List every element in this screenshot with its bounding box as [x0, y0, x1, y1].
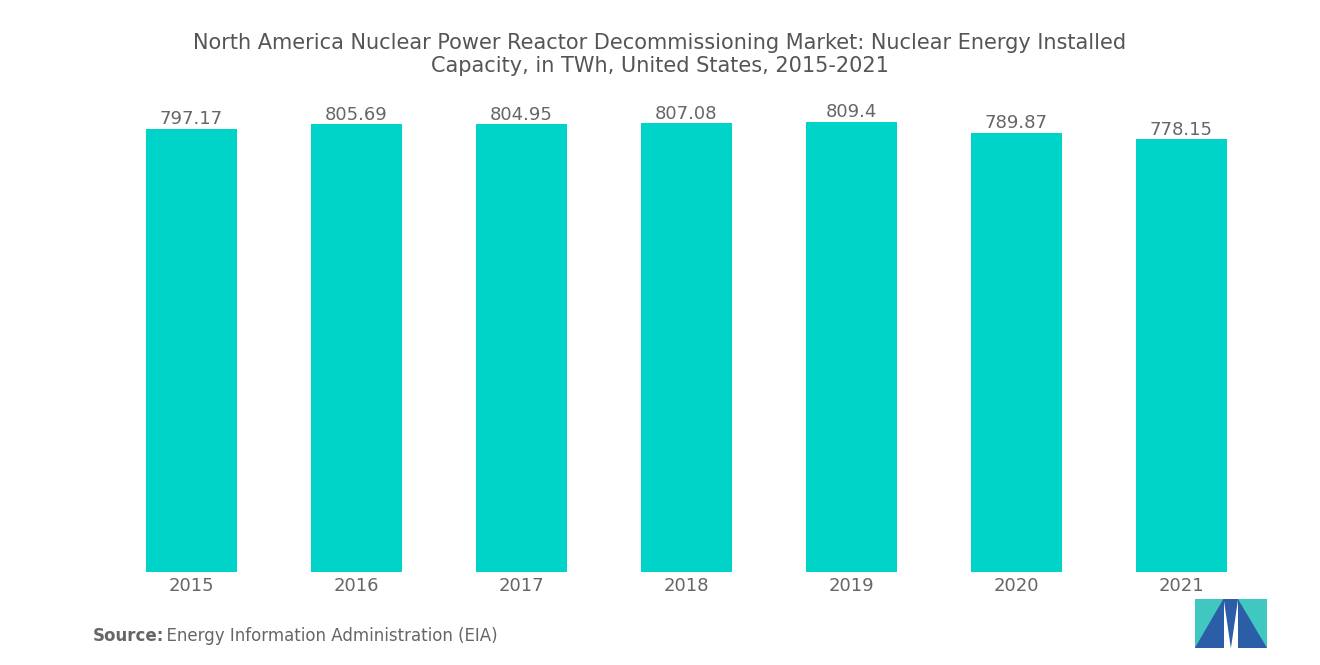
Text: Source:: Source:: [92, 627, 164, 645]
Polygon shape: [1195, 598, 1224, 648]
Text: 778.15: 778.15: [1150, 121, 1213, 139]
Text: 805.69: 805.69: [325, 106, 388, 124]
Polygon shape: [1195, 598, 1224, 648]
Text: North America Nuclear Power Reactor Decommissioning Market: Nuclear Energy Insta: North America Nuclear Power Reactor Deco…: [194, 33, 1126, 76]
Text: 789.87: 789.87: [985, 114, 1048, 132]
Text: Energy Information Administration (EIA): Energy Information Administration (EIA): [156, 627, 498, 645]
Bar: [642, 123, 731, 572]
Polygon shape: [1238, 598, 1267, 648]
Text: 804.95: 804.95: [490, 106, 553, 124]
Bar: [807, 122, 896, 572]
Text: 809.4: 809.4: [826, 104, 876, 122]
Text: 797.17: 797.17: [160, 110, 223, 128]
Bar: [972, 132, 1061, 572]
Polygon shape: [1224, 598, 1238, 648]
Bar: [1137, 139, 1226, 572]
Bar: [312, 124, 401, 572]
Bar: [477, 124, 566, 572]
Text: 807.08: 807.08: [655, 105, 718, 123]
Polygon shape: [1238, 598, 1267, 648]
Bar: [147, 128, 236, 572]
